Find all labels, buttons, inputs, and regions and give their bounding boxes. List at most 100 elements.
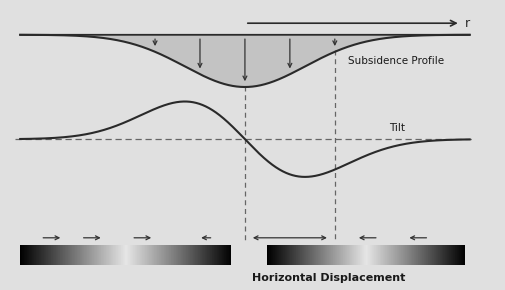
Bar [109, 245, 110, 265]
Bar [124, 245, 125, 265]
Bar [24, 245, 25, 265]
Bar [81, 245, 82, 265]
Bar [204, 245, 205, 265]
Bar [287, 245, 288, 265]
Bar [454, 245, 456, 265]
Bar [289, 245, 290, 265]
Bar [116, 245, 117, 265]
Bar [182, 245, 183, 265]
Bar [401, 245, 402, 265]
Bar [448, 245, 449, 265]
Bar [149, 245, 150, 265]
Bar [173, 245, 174, 265]
Bar [348, 245, 349, 265]
Bar [402, 245, 403, 265]
Bar [269, 245, 270, 265]
Bar [213, 245, 214, 265]
Bar [157, 245, 158, 265]
Bar [403, 245, 404, 265]
Bar [360, 245, 361, 265]
Bar [437, 245, 438, 265]
Bar [317, 245, 318, 265]
Bar [82, 245, 83, 265]
Bar [284, 245, 285, 265]
Bar [414, 245, 415, 265]
Bar [406, 245, 407, 265]
Bar [184, 245, 185, 265]
Bar [44, 245, 45, 265]
Bar [103, 245, 104, 265]
Bar [416, 245, 417, 265]
Bar [226, 245, 227, 265]
Bar [35, 245, 36, 265]
Bar [31, 245, 32, 265]
Bar [167, 245, 168, 265]
Bar [456, 245, 457, 265]
Bar [187, 245, 188, 265]
Bar [166, 245, 167, 265]
Bar [227, 245, 228, 265]
Bar [357, 245, 358, 265]
Bar [91, 245, 92, 265]
Bar [415, 245, 416, 265]
Bar [277, 245, 278, 265]
Bar [218, 245, 219, 265]
Bar [212, 245, 213, 265]
Bar [125, 245, 126, 265]
Bar [164, 245, 165, 265]
Bar [400, 245, 401, 265]
Bar [375, 245, 376, 265]
Bar [396, 245, 397, 265]
Bar [135, 245, 136, 265]
Bar [203, 245, 204, 265]
Bar [359, 245, 360, 265]
Bar [140, 245, 141, 265]
Bar [408, 245, 409, 265]
Bar [386, 245, 387, 265]
Bar [152, 245, 153, 265]
Bar [127, 245, 128, 265]
Bar [293, 245, 294, 265]
Bar [413, 245, 414, 265]
Bar [412, 245, 413, 265]
Bar [144, 245, 145, 265]
Bar [87, 245, 88, 265]
Bar [308, 245, 309, 265]
Bar [355, 245, 356, 265]
Bar [177, 245, 178, 265]
Bar [215, 245, 216, 265]
Bar [221, 245, 222, 265]
Bar [55, 245, 56, 265]
Bar [156, 245, 157, 265]
Bar [50, 245, 51, 265]
Bar [405, 245, 406, 265]
Bar [107, 245, 108, 265]
Bar [328, 245, 329, 265]
Bar [200, 245, 201, 265]
Bar [372, 245, 373, 265]
Bar [58, 245, 59, 265]
Bar [390, 245, 391, 265]
Bar [193, 245, 194, 265]
Bar [199, 245, 200, 265]
Bar [168, 245, 169, 265]
Bar [88, 245, 89, 265]
Bar [100, 245, 102, 265]
Bar [350, 245, 351, 265]
Bar [399, 245, 400, 265]
Bar [458, 245, 459, 265]
Bar [63, 245, 64, 265]
Bar [395, 245, 396, 265]
Bar [332, 245, 333, 265]
Bar [325, 245, 326, 265]
Bar [392, 245, 393, 265]
Bar [459, 245, 460, 265]
Bar [439, 245, 440, 265]
Bar [301, 245, 302, 265]
Bar [41, 245, 42, 265]
Bar [189, 245, 190, 265]
Bar [428, 245, 429, 265]
Bar [186, 245, 187, 265]
Bar [299, 245, 300, 265]
Bar [169, 245, 170, 265]
